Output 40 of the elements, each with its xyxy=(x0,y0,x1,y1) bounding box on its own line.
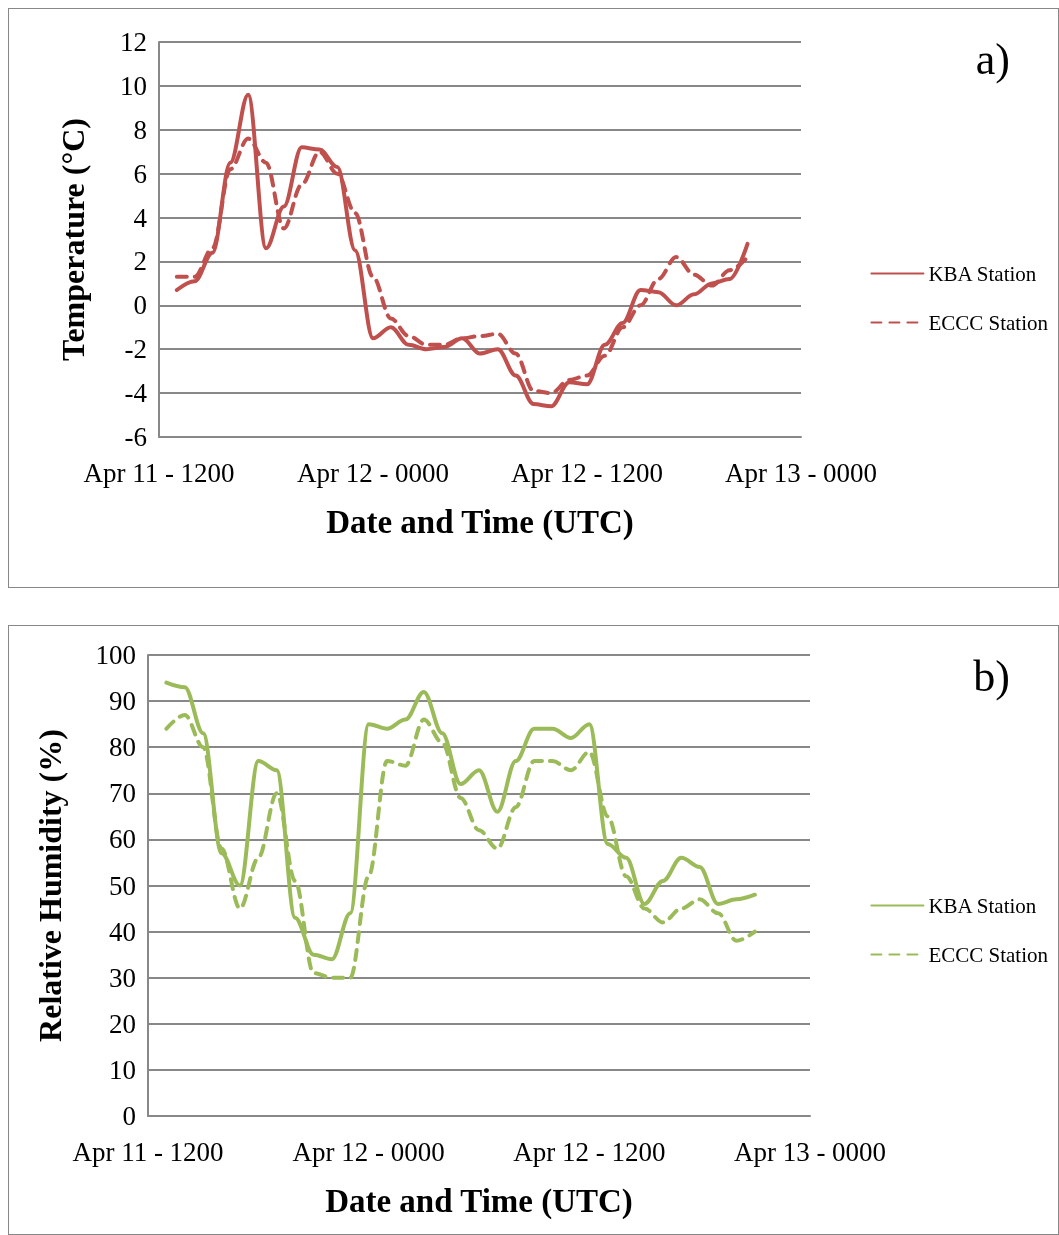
y-tick-label: -6 xyxy=(124,422,147,452)
legend-label: KBA Station xyxy=(928,893,1037,918)
x-tick-label: Apr 12 - 1200 xyxy=(510,457,664,488)
x-axis-title: Date and Time (UTC) xyxy=(326,503,634,541)
y-tick-label: 6 xyxy=(133,158,147,189)
y-tick-label: -4 xyxy=(124,378,148,409)
y-axis-title: Relative Humidity (%) xyxy=(32,729,68,1042)
legend-label: ECCC Station xyxy=(928,310,1049,335)
line-series xyxy=(174,92,750,409)
text: a) xyxy=(975,34,1011,84)
x-axis-title: Date and Time (UTC) xyxy=(325,1182,633,1220)
x-tick-label: Apr 11 - 1200 xyxy=(83,457,235,488)
y-tick-label: 0 xyxy=(133,290,147,321)
y-tick-label: 2 xyxy=(133,246,147,277)
y-tick-label: 30 xyxy=(109,962,136,993)
legend-label: ECCC Station xyxy=(928,942,1049,967)
y-tick-label: 8 xyxy=(133,114,147,145)
y-axis-title: Temperature (°C) xyxy=(55,118,91,361)
y-tick-label: -2 xyxy=(124,334,147,365)
x-tick-label: Apr 12 - 0000 xyxy=(296,457,450,488)
y-tick-label: 10 xyxy=(120,70,147,101)
y-tick-label: 12 xyxy=(120,27,147,57)
x-tick-label: Apr 13 - 0000 xyxy=(724,457,878,488)
text: b) xyxy=(973,651,1010,701)
legend-label: KBA Station xyxy=(928,261,1037,286)
y-tick-label: 60 xyxy=(109,824,136,855)
x-tick-label: Apr 11 - 1200 xyxy=(72,1136,224,1167)
y-tick-label: 0 xyxy=(122,1101,136,1131)
y-tick-label: 50 xyxy=(109,870,136,901)
x-tick-label: Apr 13 - 0000 xyxy=(733,1136,887,1167)
y-tick-label: 40 xyxy=(109,916,136,947)
y-tick-label: 20 xyxy=(109,1008,136,1039)
y-tick-label: 70 xyxy=(109,778,136,809)
y-tick-label: 100 xyxy=(95,640,136,670)
y-tick-label: 90 xyxy=(109,686,136,717)
x-tick-label: Apr 12 - 0000 xyxy=(292,1136,445,1167)
x-tick-label: Apr 12 - 1200 xyxy=(513,1136,666,1167)
y-tick-label: 4 xyxy=(133,202,148,233)
y-tick-label: 80 xyxy=(109,732,136,763)
y-tick-label: 10 xyxy=(109,1054,136,1085)
